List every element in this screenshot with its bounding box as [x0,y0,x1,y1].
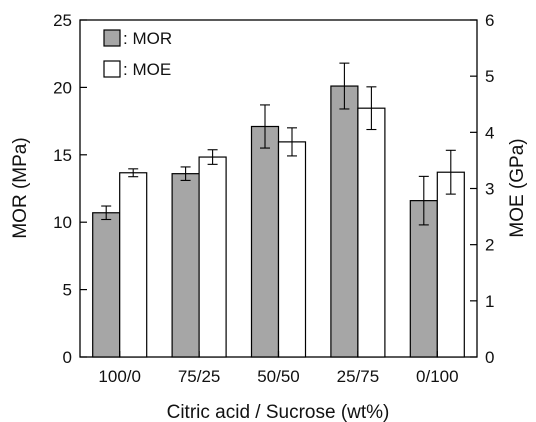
moe-bar [436,171,465,358]
bar-series [92,85,465,358]
right-tick-label: 2 [485,236,494,255]
left-axis-title: MOR (MPa) [10,137,31,238]
x-tick-label: 0/100 [416,367,459,386]
moe-bar [119,172,148,358]
error-bars [101,62,456,226]
right-tick-label: 0 [485,348,494,367]
right-axis-title: MOE (GPa) [507,138,528,237]
legend-label-mor: : MOR [123,29,172,48]
mor-bar [171,173,200,358]
moe-bar [198,156,227,358]
left-tick-label: 0 [63,348,72,367]
right-tick-label: 5 [485,67,494,86]
x-tick-label: 100/0 [98,367,141,386]
mor-bar [250,125,280,358]
x-tick-label: 75/25 [178,367,221,386]
left-tick-label: 5 [63,281,72,300]
left-tick-label: 25 [53,11,72,30]
mor-bar [330,85,359,358]
right-tick-label: 6 [485,11,494,30]
legend-swatch-moe [103,60,121,78]
x-tick-label: 25/75 [337,367,380,386]
x-axis-categories: 100/0 75/25 50/50 25/75 0/100 [98,351,459,386]
right-tick-label: 4 [485,123,494,142]
left-tick-label: 15 [53,146,72,165]
left-tick-label: 20 [53,78,72,97]
x-tick-label: 50/50 [257,367,300,386]
mor-bar [92,212,121,358]
moe-bar [277,141,307,358]
right-axis-ticks: 0 1 2 3 4 5 6 [470,11,494,367]
left-axis-ticks: 0 5 10 15 20 25 [53,11,87,367]
legend-swatch-mor [103,29,121,47]
legend-label-moe: : MOE [123,60,171,79]
legend: : MOR : MOE [103,29,172,79]
right-tick-label: 1 [485,292,494,311]
left-tick-label: 10 [53,213,72,232]
moe-bar [357,107,386,358]
right-tick-label: 3 [485,180,494,199]
x-axis-title: Citric acid / Sucrose (wt%) [167,402,390,422]
